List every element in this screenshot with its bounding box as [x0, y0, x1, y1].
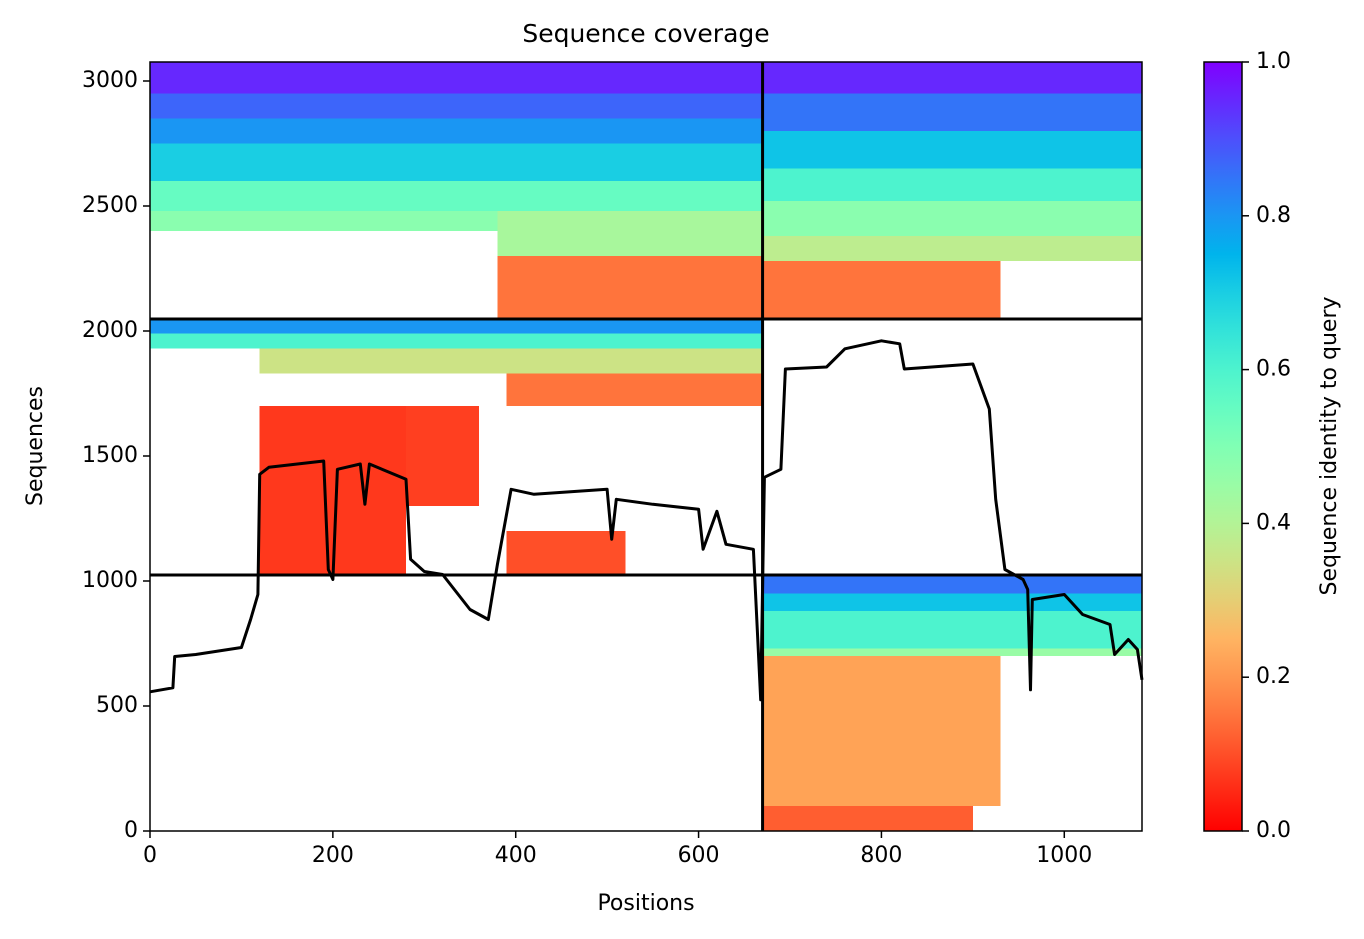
x-tick-label: 600 — [678, 843, 720, 868]
y-tick-label: 3000 — [82, 68, 138, 93]
colorbar — [1203, 61, 1243, 832]
coverage-cell — [497, 211, 763, 256]
y-tick-label: 500 — [96, 693, 138, 718]
coverage-cell — [762, 806, 973, 831]
coverage-cell — [150, 118, 763, 144]
y-tick-label: 2500 — [82, 193, 138, 218]
coverage-cell — [762, 62, 1142, 94]
y-axis-label: Sequences — [23, 386, 48, 506]
coverage-cell — [150, 211, 498, 231]
coverage-cell — [150, 143, 763, 181]
coverage-cell — [497, 256, 763, 319]
coverage-cell — [762, 168, 1142, 201]
coverage-cell — [406, 406, 480, 506]
x-tick-label: 0 — [143, 843, 157, 868]
colorbar-label: Sequence identity to query — [1317, 296, 1342, 595]
coverage-cell — [762, 656, 1001, 806]
coverage-cell — [762, 201, 1142, 236]
coverage-cell — [762, 593, 1142, 611]
coverage-cell — [506, 531, 626, 575]
colorbar-tick-label: 0.0 — [1256, 818, 1291, 843]
coverage-cell — [259, 348, 763, 374]
colorbar-tick-label: 0.4 — [1256, 510, 1291, 535]
coverage-cell — [762, 93, 1142, 131]
y-tick-label: 2000 — [82, 318, 138, 343]
coverage-cell — [762, 575, 1142, 594]
colorbar-tick-label: 0.2 — [1256, 664, 1291, 689]
colorbar-tick-label: 0.6 — [1256, 357, 1291, 382]
coverage-line — [149, 339, 1144, 702]
coverage-cell — [150, 319, 763, 334]
coverage-cell — [762, 648, 1142, 656]
y-tick-label: 0 — [124, 818, 138, 843]
chart-title: Sequence coverage — [522, 19, 769, 48]
x-tick-label: 800 — [860, 843, 902, 868]
x-tick-label: 1000 — [1036, 843, 1092, 868]
x-tick-label: 200 — [312, 843, 354, 868]
coverage-cell — [762, 261, 1001, 319]
coverage-cell — [506, 373, 763, 406]
plot-frame — [149, 61, 1143, 832]
coverage-cell — [150, 181, 763, 211]
coverage-cell — [150, 333, 763, 349]
y-tick-label: 1000 — [82, 568, 138, 593]
x-axis-label: Positions — [597, 891, 694, 916]
coverage-cell — [762, 131, 1142, 169]
colorbar-tick-label: 1.0 — [1256, 49, 1291, 74]
coverage-cell — [150, 62, 763, 94]
coverage-cell — [762, 236, 1142, 261]
coverage-cell — [150, 93, 763, 119]
colorbar-tick-label: 0.8 — [1256, 203, 1291, 228]
y-tick-label: 1500 — [82, 443, 138, 468]
coverage-cell — [762, 611, 1142, 649]
x-tick-label: 400 — [495, 843, 537, 868]
